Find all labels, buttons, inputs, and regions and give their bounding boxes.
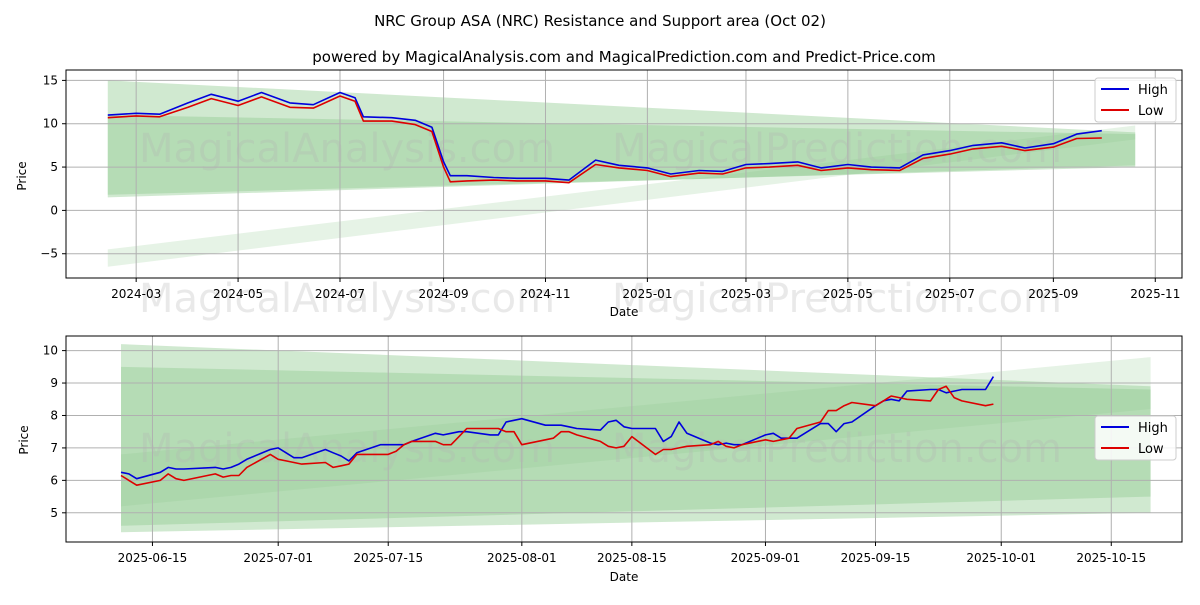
x-tick-label: 2024-03 [111, 287, 161, 301]
x-tick-label: 2025-10-15 [1076, 551, 1146, 565]
top-panel: MagicalAnalysis.com MagicalPrediction.co… [15, 69, 1183, 322]
x-tick-label: 2025-08-01 [487, 551, 557, 565]
y-tick-label: 0 [50, 203, 58, 217]
x-tick-label: 2024-11 [520, 287, 570, 301]
chart-subtitle: powered by MagicalAnalysis.com and Magic… [312, 48, 936, 66]
bottom-watermark-right: MagicalPrediction.com [612, 426, 1062, 472]
y-tick-label: 5 [50, 160, 58, 174]
band-2 [107, 125, 1136, 267]
top-ylabel: Price [15, 161, 29, 190]
top-watermark-right: MagicalPrediction.com [612, 126, 1062, 172]
x-tick-label: 2024-09 [418, 287, 468, 301]
chart-title: NRC Group ASA (NRC) Resistance and Suppo… [374, 12, 826, 30]
bottom-grid [66, 336, 1182, 542]
y-tick-label: 5 [50, 506, 58, 520]
y-tick-label: 9 [50, 376, 58, 390]
top-bands [107, 80, 1136, 267]
x-tick-label: 2025-07-01 [243, 551, 313, 565]
x-tick-label: 2025-01 [622, 287, 672, 301]
x-tick-label: 2025-10-01 [966, 551, 1036, 565]
top-legend: High Low [1094, 77, 1177, 123]
band-2 [121, 357, 1151, 507]
y-tick-label: 10 [43, 117, 58, 131]
x-tick-label: 2024-07 [315, 287, 365, 301]
bottom-legend: High Low [1094, 415, 1177, 461]
y-tick-label: 6 [50, 473, 58, 487]
bottom-plot-frame [65, 335, 1183, 543]
x-tick-label: 2025-09 [1028, 287, 1078, 301]
bottom-ticks: 2025-06-15 2025-07-01 2025-07-15 2025-08-01… [43, 344, 1146, 565]
top-plot-frame [65, 69, 1183, 279]
series-low-line [107, 95, 1102, 184]
band-0 [121, 344, 1151, 533]
bottom-lines [120, 376, 995, 487]
bottom-legend-high-label: High [1138, 421, 1168, 436]
x-tick-label: 2025-06-15 [118, 551, 188, 565]
y-tick-label: 8 [50, 408, 58, 422]
x-tick-label: 2025-05 [823, 287, 873, 301]
top-legend-low-label: Low [1138, 104, 1164, 119]
band-1 [107, 115, 1136, 195]
x-tick-label: 2025-09-15 [841, 551, 911, 565]
x-tick-label: 2025-11 [1130, 287, 1180, 301]
bottom-ylabel: Price [17, 425, 31, 454]
bottom-panel: MagicalAnalysis.com MagicalPrediction.co… [17, 335, 1183, 584]
x-tick-label: 2025-08-15 [597, 551, 667, 565]
top-watermark-left: MagicalAnalysis.com [139, 126, 555, 172]
band-1 [121, 366, 1151, 526]
top-xlabel: Date [610, 305, 639, 319]
x-tick-label: 2025-07-15 [353, 551, 423, 565]
bottom-legend-low-label: Low [1138, 442, 1164, 457]
x-tick-label: 2024-05 [213, 287, 263, 301]
bottom-bands [121, 344, 1151, 533]
y-tick-label: −5 [40, 247, 58, 261]
band-0 [107, 80, 1136, 198]
x-tick-label: 2025-09-01 [731, 551, 801, 565]
series-high-line [107, 91, 1102, 181]
top-lines [107, 91, 1102, 184]
top-ticks: 2024-03 2024-05 2024-07 2024-09 2024-11 2025-… [40, 73, 1180, 301]
mid-watermark-left: MagicalAnalysis.com [139, 276, 555, 322]
top-legend-high-label: High [1138, 83, 1168, 98]
series-high-line [120, 376, 995, 480]
y-tick-label: 15 [43, 73, 58, 87]
x-tick-label: 2025-03 [721, 287, 771, 301]
mid-watermark-right: MagicalPrediction.com [612, 276, 1062, 322]
bottom-xlabel: Date [610, 570, 639, 584]
x-tick-label: 2025-07 [925, 287, 975, 301]
series-low-line [120, 385, 994, 487]
y-tick-label: 7 [50, 441, 58, 455]
y-tick-label: 10 [43, 344, 58, 358]
